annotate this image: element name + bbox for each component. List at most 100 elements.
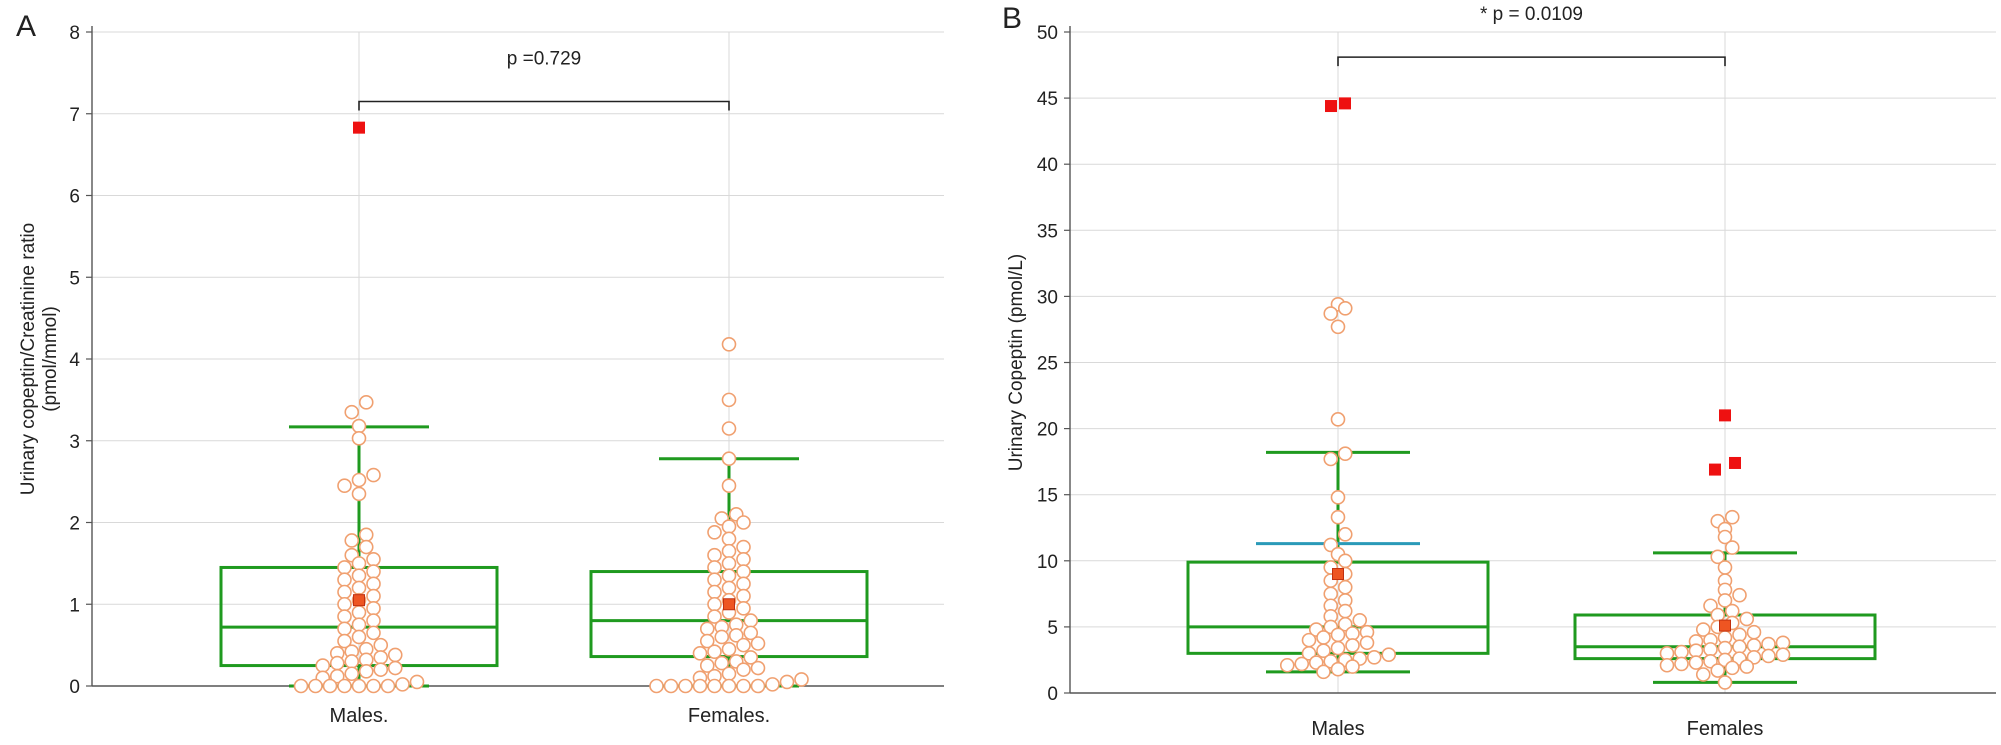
data-point [736, 588, 751, 604]
data-point [1301, 632, 1317, 648]
data-point [308, 678, 323, 694]
significance-bracket [1337, 56, 1726, 67]
data-point [1710, 549, 1726, 565]
outlier-marker [1339, 97, 1351, 110]
data-point [329, 655, 345, 671]
significance-label: p =0.729 [507, 48, 582, 69]
data-point [1323, 451, 1339, 467]
data-point [1337, 300, 1353, 316]
data-point [1330, 490, 1346, 505]
data-point [380, 678, 396, 694]
data-point [1279, 657, 1295, 673]
data-point [721, 666, 737, 682]
data-point [1381, 647, 1397, 662]
x-category-label: Males. [330, 705, 389, 727]
data-point [721, 421, 737, 436]
mean-marker [1719, 619, 1731, 632]
data-point [1366, 650, 1382, 665]
data-point [1732, 587, 1747, 603]
data-point [1732, 627, 1747, 643]
data-point [728, 628, 744, 643]
data-point [1330, 640, 1346, 656]
data-point [351, 472, 367, 488]
data-point [721, 543, 737, 559]
significance-label-bg [1436, 0, 1627, 31]
data-point [1724, 660, 1740, 676]
data-point [1724, 540, 1740, 555]
data-point [351, 617, 367, 632]
data-point [358, 395, 374, 410]
data-point [1316, 643, 1331, 658]
data-point [699, 621, 715, 637]
data-point [1688, 643, 1704, 658]
data-point [337, 621, 352, 637]
y-tick-label: 5 [1047, 618, 1058, 639]
data-point [1746, 624, 1762, 640]
data-point [736, 551, 751, 567]
data-point [358, 527, 374, 543]
data-point [1330, 319, 1346, 335]
data-point [750, 678, 766, 694]
data-point [329, 668, 345, 684]
data-point [1330, 661, 1346, 677]
data-point [663, 678, 679, 694]
data-point [736, 637, 751, 653]
data-point [358, 663, 374, 679]
data-point [1345, 638, 1360, 653]
data-point [707, 644, 722, 659]
data-point [1739, 659, 1755, 674]
data-point [366, 613, 381, 628]
data-point [736, 539, 751, 555]
data-point [1359, 635, 1375, 651]
data-point [721, 478, 737, 494]
y-tick-label: 10 [1037, 552, 1058, 573]
data-point [1330, 509, 1346, 525]
data-point [322, 678, 338, 694]
data-point [351, 430, 367, 446]
data-point [351, 678, 367, 694]
data-point [707, 609, 722, 624]
data-point [351, 556, 367, 571]
y-tick-label: 2 [69, 514, 80, 535]
data-point [692, 678, 708, 694]
data-point [293, 678, 309, 694]
group-females: Females [1573, 409, 1877, 740]
data-point [707, 525, 722, 540]
data-point [337, 584, 352, 600]
y-tick-label: 6 [69, 187, 80, 208]
significance-label: * p = 0.0109 [1480, 4, 1583, 25]
mean-marker [723, 598, 735, 611]
data-point [1337, 579, 1353, 595]
data-point [1746, 638, 1762, 653]
x-category-label: Females [1687, 718, 1764, 740]
data-point [366, 551, 381, 567]
y-tick-label: 20 [1037, 420, 1058, 441]
data-point [721, 336, 737, 352]
y-tick-label: 4 [69, 350, 80, 371]
data-point [1717, 529, 1733, 545]
data-point [395, 677, 410, 692]
data-point [736, 662, 751, 677]
data-point [721, 451, 737, 467]
data-point [1659, 646, 1675, 661]
data-point [699, 658, 715, 673]
data-point [1724, 509, 1740, 525]
data-point [1674, 656, 1689, 672]
data-point [699, 633, 715, 649]
data-point [1775, 647, 1791, 662]
data-point [373, 637, 389, 653]
significance-label-bg [449, 40, 639, 75]
y-tick-label: 5 [69, 268, 80, 289]
data-point [1695, 667, 1711, 682]
data-point [707, 584, 722, 600]
data-point [337, 609, 352, 624]
data-point [351, 418, 367, 434]
data-point [1337, 553, 1353, 569]
data-point [1717, 640, 1733, 656]
y-tick-label: 0 [69, 677, 80, 698]
data-point [1674, 644, 1689, 660]
data-point [743, 625, 759, 641]
panel-letter: B [1002, 2, 1022, 35]
data-point [366, 601, 381, 616]
data-point [743, 650, 759, 665]
